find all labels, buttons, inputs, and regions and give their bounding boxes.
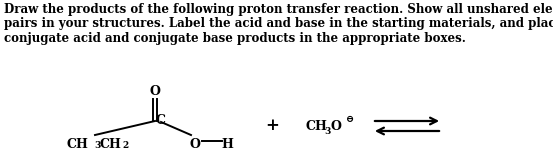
Text: Draw the products of the following proton transfer reaction. Show all unshared e: Draw the products of the following proto… (4, 3, 553, 17)
Text: O: O (331, 120, 342, 132)
Text: conjugate acid and conjugate base products in the appropriate boxes.: conjugate acid and conjugate base produc… (4, 31, 466, 45)
Text: ⊖: ⊖ (346, 114, 354, 124)
Text: 2: 2 (122, 141, 128, 150)
Text: CH: CH (66, 138, 88, 151)
Text: H: H (221, 138, 233, 151)
Text: O: O (149, 85, 160, 98)
Text: 3: 3 (94, 141, 101, 150)
Text: pairs in your structures. Label the acid and base in the starting materials, and: pairs in your structures. Label the acid… (4, 17, 553, 31)
Text: +: + (265, 118, 279, 135)
Text: 3: 3 (324, 127, 330, 136)
Text: CH: CH (100, 138, 122, 151)
Text: O: O (190, 138, 200, 151)
Text: C: C (156, 114, 166, 128)
Text: CH: CH (305, 120, 327, 132)
